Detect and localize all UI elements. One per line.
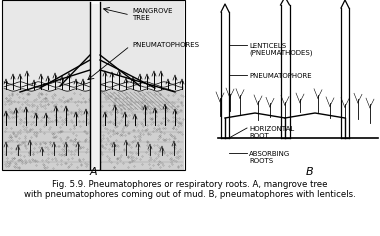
Bar [221,12,229,138]
Text: Fig. 5.9. Pneumatophores or respiratory roots. A, mangrove tree: Fig. 5.9. Pneumatophores or respiratory … [52,180,328,189]
Text: A: A [89,167,97,177]
Text: HORIZONTAL
ROOT: HORIZONTAL ROOT [249,126,294,139]
Text: MANGROVE
TREE: MANGROVE TREE [132,8,173,21]
Text: PNEUMATOPHORE: PNEUMATOPHORE [249,73,312,79]
Bar [3,1,184,90]
Text: with pneumatophores coming out of mud. B, pneumatophores with lenticels.: with pneumatophores coming out of mud. B… [24,190,356,199]
Bar [2,0,185,170]
Bar [341,8,349,138]
Text: PNEUMATOPHORES: PNEUMATOPHORES [132,42,199,48]
Bar [280,5,290,138]
Bar [90,1,100,169]
Text: B: B [306,167,314,177]
Text: ABSORBING
ROOTS: ABSORBING ROOTS [249,151,290,164]
Bar [3,90,184,170]
Text: LENTICELS
(PNEUMATHODES): LENTICELS (PNEUMATHODES) [249,43,312,56]
